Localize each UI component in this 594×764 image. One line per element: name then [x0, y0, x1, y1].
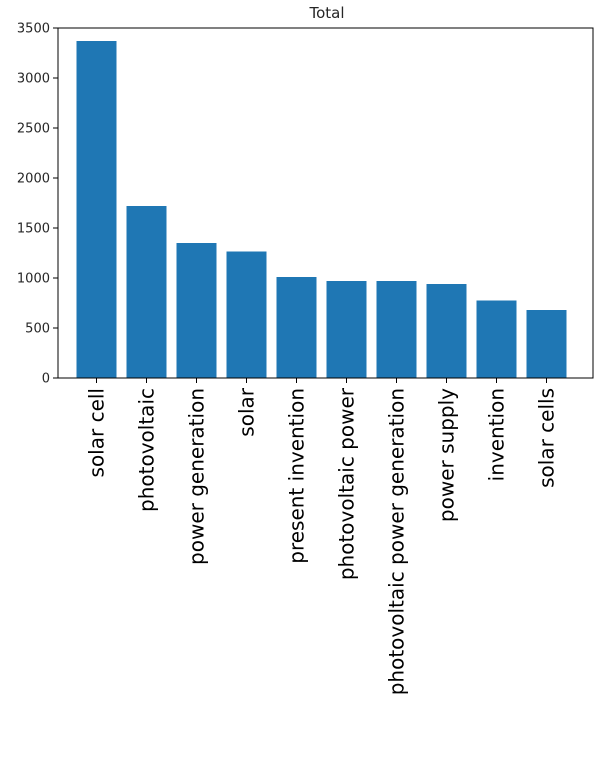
bar-0 — [76, 41, 117, 378]
y-tick-label: 3500 — [17, 22, 50, 37]
bar-4 — [276, 277, 317, 378]
x-tick-label: power generation — [185, 388, 209, 565]
x-tick-label: solar cell — [85, 388, 109, 477]
y-tick-label: 1000 — [17, 272, 50, 287]
x-tick-label: solar cells — [535, 388, 559, 488]
y-tick-label: 0 — [42, 372, 50, 387]
chart-title: Total — [308, 4, 344, 22]
x-tick-label: photovoltaic — [135, 388, 159, 512]
bar-8 — [476, 300, 517, 378]
y-axis: 0 500 1000 1500 2000 2500 3000 3500 — [17, 22, 58, 387]
x-tick-label: power supply — [435, 388, 459, 522]
x-tick-label: photovoltaic power generation — [385, 388, 409, 695]
x-axis: solar cell photovoltaic power generation so… — [85, 378, 559, 695]
bar-1 — [126, 206, 167, 378]
x-tick-label: invention — [485, 388, 509, 481]
bar-6 — [376, 281, 417, 378]
plot-frame — [57, 27, 594, 379]
bar-2 — [176, 243, 217, 378]
bar-5 — [326, 281, 367, 378]
bar-7 — [426, 284, 467, 378]
x-tick-label: photovoltaic power — [335, 387, 359, 580]
x-tick-label: present invention — [285, 388, 309, 564]
y-tick-label: 3000 — [17, 72, 50, 87]
y-tick-label: 1500 — [17, 222, 50, 237]
x-tick-label: solar — [235, 387, 259, 436]
y-tick-label: 2000 — [17, 172, 50, 187]
y-tick-label: 2500 — [17, 122, 50, 137]
bar-9 — [526, 310, 567, 378]
bars — [76, 41, 567, 378]
y-tick-label: 500 — [25, 322, 50, 337]
bar-3 — [226, 251, 267, 378]
